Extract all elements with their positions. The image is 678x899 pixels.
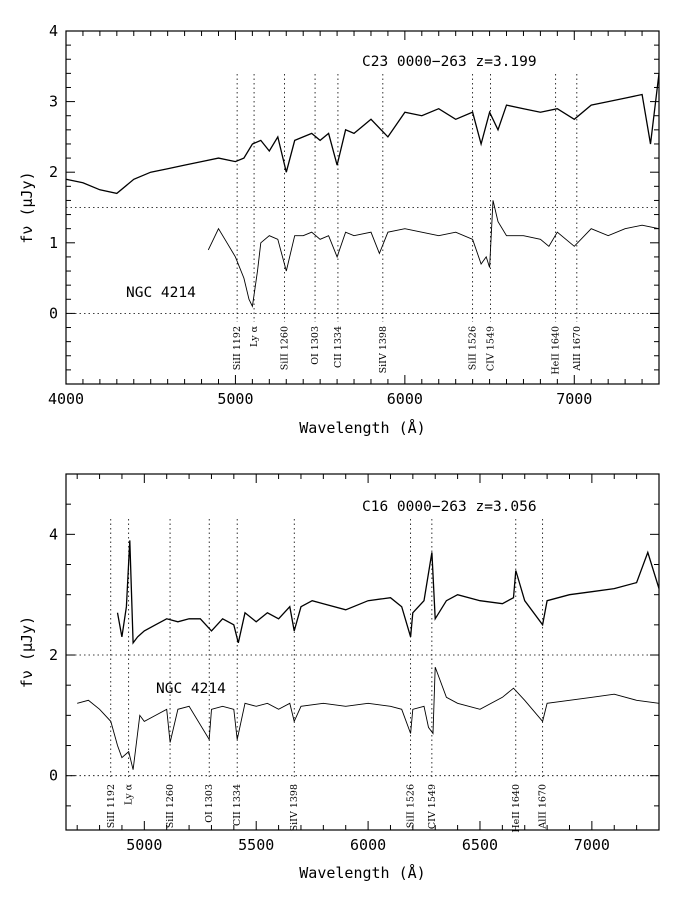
plot-frame [65, 473, 660, 831]
x-tick-label: 6500 [462, 836, 498, 854]
chart-title: C16 0000−263 z=3.056 [362, 499, 537, 515]
x-tick-label: 5000 [126, 836, 162, 854]
x-tick-label: 6000 [350, 836, 386, 854]
line-marker-label: Ly α [249, 325, 260, 347]
y-axis-label: fν (μJy) [18, 616, 36, 688]
line-marker-label: OI 1303 [310, 326, 321, 365]
y-tick-label: 2 [49, 646, 58, 664]
line-marker-label: SiII 1260 [165, 784, 176, 828]
x-tick-label: 6000 [387, 390, 423, 408]
line-marker-label: SiII 1526 [468, 326, 479, 370]
line-marker-label: OI 1303 [204, 784, 215, 823]
y-axis-label: fν (μJy) [18, 171, 36, 243]
line-marker-label: CII 1334 [232, 784, 243, 826]
line-marker-label: HeII 1640 [551, 326, 562, 375]
object-spectrum-line [65, 73, 660, 195]
line-marker-label: SiII 1192 [232, 326, 243, 370]
line-marker-label: CIV 1549 [485, 326, 496, 371]
object-spectrum-line [116, 540, 660, 645]
line-marker-label: SiIV 1398 [289, 784, 300, 831]
line-marker-label: AlII 1670 [572, 326, 583, 372]
line-marker-label: SiII 1526 [406, 784, 417, 828]
line-marker-label: SiII 1260 [280, 326, 291, 370]
y-tick-label: 2 [49, 163, 58, 181]
line-marker-label: CII 1334 [333, 326, 344, 368]
ngc4214-spectrum-line [207, 200, 660, 308]
y-tick-label: 4 [49, 525, 58, 543]
panel-c23: 4000 5000 6000 7000 0 1 2 3 4 Wavelength (Å) fν (μ… [18, 22, 660, 437]
line-marker-label: Ly α [124, 783, 135, 805]
chart-title: C23 0000−263 z=3.199 [362, 54, 537, 70]
x-tick-label: 7000 [574, 836, 610, 854]
line-marker-label: SiIV 1398 [378, 326, 389, 373]
line-marker-label: CIV 1549 [427, 784, 438, 829]
line-marker-label: AlII 1670 [538, 784, 549, 830]
x-tick-label: 4000 [48, 390, 84, 408]
y-tick-label: 0 [49, 304, 58, 322]
line-marker-label: SiII 1192 [106, 784, 117, 828]
x-tick-label: 5000 [217, 390, 253, 408]
ngc-4214-label: NGC 4214 [126, 285, 196, 301]
y-tick-label: 3 [49, 93, 58, 111]
x-tick-label: 7000 [556, 390, 592, 408]
ngc4214-spectrum-line [77, 666, 660, 770]
x-axis-label: Wavelength (Å) [299, 863, 425, 882]
x-axis-label: Wavelength (Å) [299, 418, 425, 437]
y-tick-label: 4 [49, 22, 58, 40]
ngc-4214-label: NGC 4214 [156, 681, 226, 697]
line-marker-label: HeII 1640 [511, 784, 522, 833]
y-tick-label: 1 [49, 234, 58, 252]
y-tick-label: 0 [49, 767, 58, 785]
x-tick-label: 5500 [238, 836, 274, 854]
panel-c16: 5000 5500 6000 6500 7000 0 2 4 Wavelength (Å) fν … [18, 473, 660, 882]
